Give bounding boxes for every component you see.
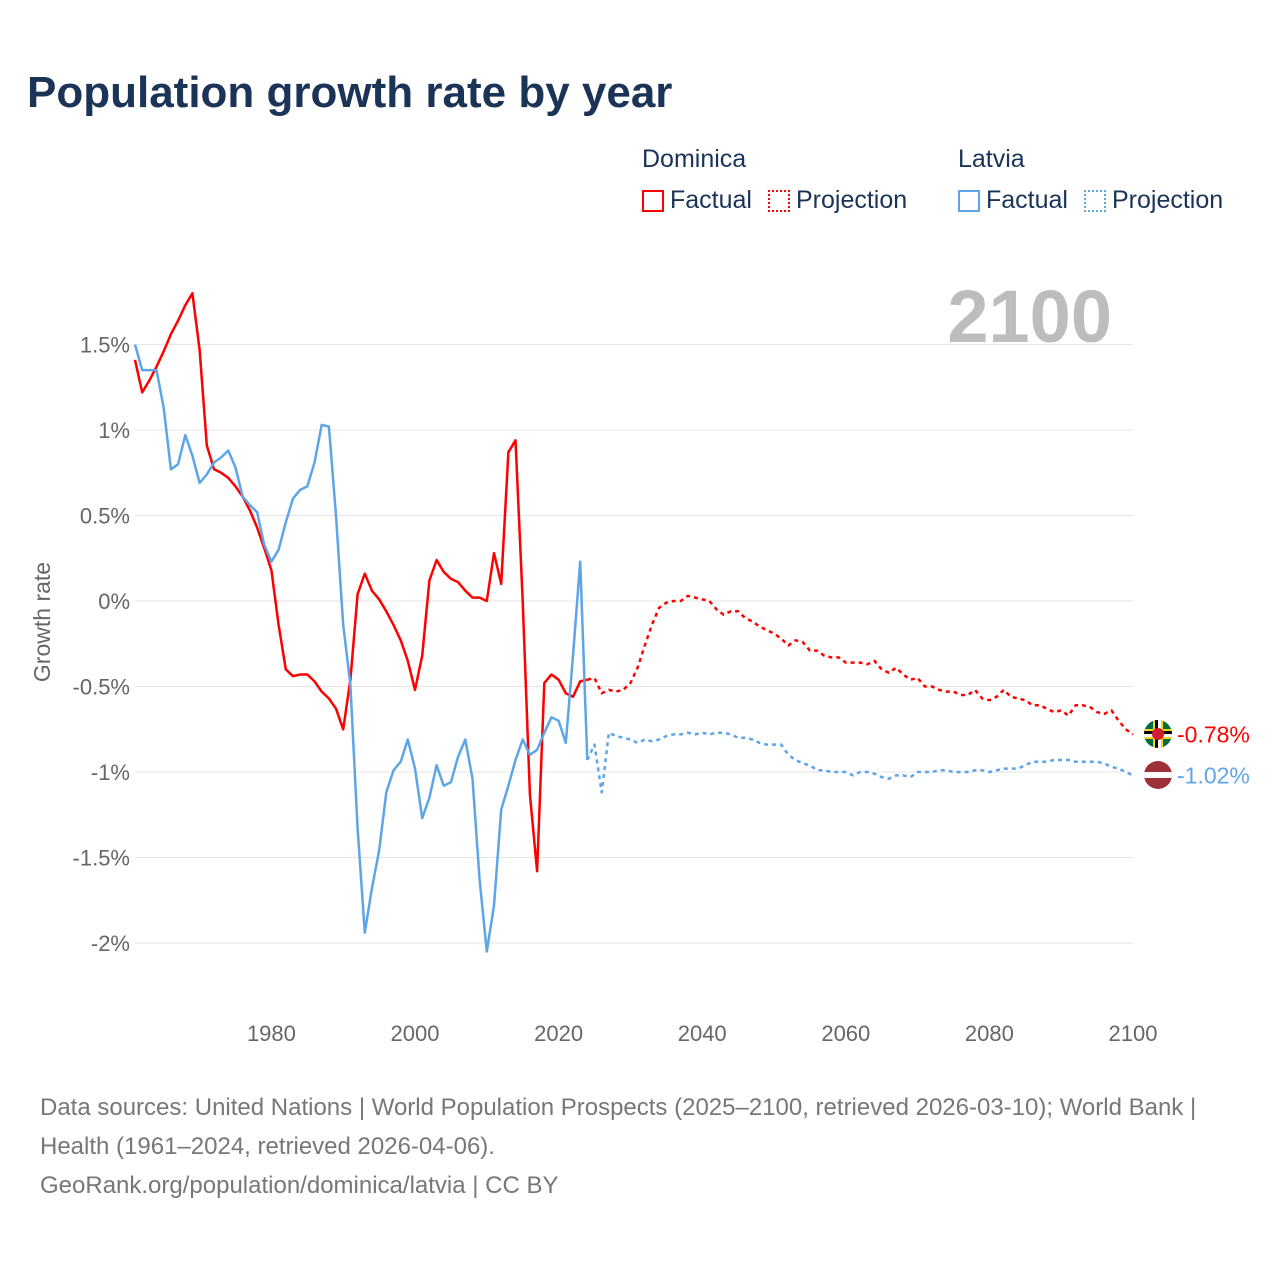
x-tick-label: 2000	[391, 1021, 440, 1046]
x-tick-label: 1980	[247, 1021, 296, 1046]
y-tick-label: 0.5%	[80, 504, 130, 529]
legend-latvia-factual[interactable]: Factual	[958, 186, 1068, 215]
y-axis-label: Growth rate	[29, 562, 55, 682]
series-line-dominica-factual	[133, 291, 588, 873]
credit-link[interactable]: GeoRank.org/population/dominica/latvia |…	[40, 1172, 559, 1199]
chart-plot: 1.5% 1% 0.5% 0% -0.5% -1% -1.5% -2% 1980 2000 2020…	[29, 275, 1250, 1046]
legend-swatch-dotted	[1083, 189, 1106, 212]
series-line-latvia-factual	[133, 344, 589, 953]
y-tick-label: 1%	[98, 418, 130, 443]
footer: Data sources: United Nations | World Pop…	[40, 1088, 1240, 1205]
x-tick-label: 2100	[1109, 1021, 1158, 1046]
x-tick-label: 2060	[821, 1021, 870, 1046]
legend-swatch-dotted	[767, 189, 790, 212]
legend-group-latvia: Latvia Factual Projection	[958, 145, 1223, 215]
legend-swatch-solid	[642, 189, 664, 212]
legend-dominica-factual[interactable]: Factual	[642, 186, 752, 215]
y-tick-label: -1%	[91, 760, 130, 785]
x-tick-label: 2020	[534, 1021, 583, 1046]
legend-latvia-projection[interactable]: Projection	[1083, 186, 1224, 215]
x-tick-label: 2080	[965, 1021, 1014, 1046]
legend-label: Projection	[1111, 186, 1224, 214]
y-tick-label: -1.5%	[73, 846, 130, 871]
year-label: 2100	[947, 275, 1112, 358]
y-tick-label: 0%	[98, 589, 130, 614]
latvia-flag-icon	[1144, 761, 1172, 789]
legend-group-name: Latvia	[958, 145, 1025, 173]
legend-swatch-solid	[958, 189, 980, 212]
series-line-dominica-projection	[587, 594, 1134, 736]
x-tick-label: 2040	[678, 1021, 727, 1046]
y-tick-label: -2%	[91, 931, 130, 956]
series-line-latvia-projection	[586, 731, 1134, 794]
dominica-flag-icon	[1144, 720, 1172, 748]
end-label-latvia: -1.02%	[1177, 762, 1250, 788]
chart-title: Population growth rate by year	[27, 68, 673, 117]
legend-group-dominica: Dominica Factual Projection	[642, 145, 907, 215]
legend-label: Factual	[986, 186, 1068, 214]
data-sources: Data sources: United Nations | World Pop…	[40, 1094, 1197, 1160]
legend-dominica-projection[interactable]: Projection	[767, 186, 908, 215]
y-tick-label: -0.5%	[73, 675, 130, 700]
end-label-dominica: -0.78%	[1177, 721, 1250, 747]
legend-label: Factual	[670, 186, 752, 214]
legend-group-name: Dominica	[642, 145, 747, 173]
legend-label: Projection	[795, 186, 908, 214]
y-tick-label: 1.5%	[80, 333, 130, 358]
